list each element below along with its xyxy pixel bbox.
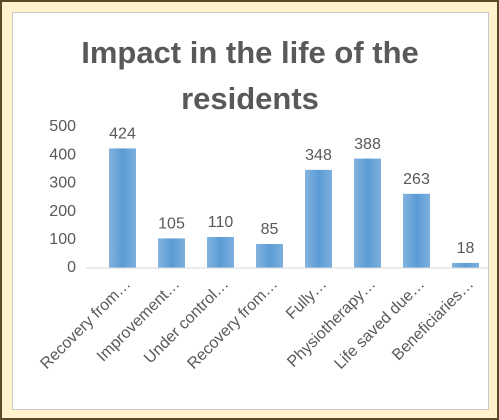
y-tick-label: 200 bbox=[49, 203, 76, 220]
x-tick-label: Life saved due… bbox=[331, 276, 428, 373]
y-tick-label: 0 bbox=[67, 259, 76, 276]
data-label: 348 bbox=[305, 147, 332, 164]
bar bbox=[109, 148, 136, 268]
data-label: 388 bbox=[354, 136, 381, 153]
y-tick-label: 300 bbox=[49, 175, 76, 192]
bar bbox=[354, 158, 381, 268]
y-tick-label: 400 bbox=[49, 146, 76, 163]
x-tick-label: Recovery from… bbox=[37, 276, 134, 373]
data-label: 110 bbox=[208, 214, 234, 231]
bar bbox=[305, 169, 332, 268]
bar bbox=[452, 262, 479, 268]
bar bbox=[158, 238, 185, 268]
x-tick-label: Physiotherapy… bbox=[284, 276, 379, 371]
x-tick-label: Improvement… bbox=[94, 276, 183, 365]
data-label: 18 bbox=[457, 240, 475, 257]
x-tick-label: Fully… bbox=[283, 276, 330, 323]
data-label: 263 bbox=[403, 171, 430, 188]
x-tick-label: Under control… bbox=[141, 276, 232, 367]
data-label: 85 bbox=[261, 221, 279, 238]
chart-title: Impact in the life of the residents bbox=[81, 35, 419, 116]
bar bbox=[256, 244, 283, 268]
x-tick-label: Recovery from… bbox=[184, 276, 281, 373]
y-tick-label: 100 bbox=[49, 231, 76, 248]
data-label: 105 bbox=[158, 216, 185, 233]
bar bbox=[403, 193, 430, 268]
data-label: 424 bbox=[109, 126, 136, 143]
y-tick-label: 500 bbox=[49, 118, 76, 135]
bar bbox=[207, 236, 234, 268]
